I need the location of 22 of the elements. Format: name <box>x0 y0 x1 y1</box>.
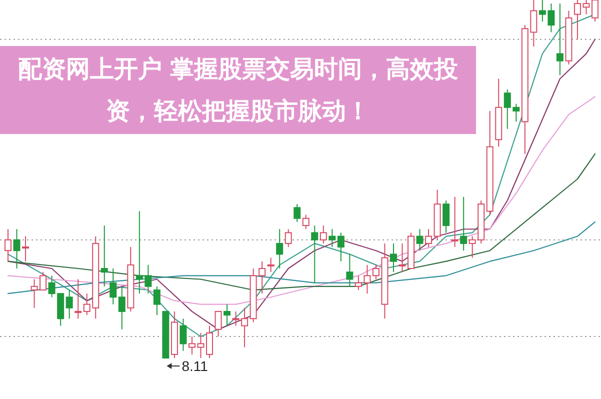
candlestick <box>416 228 424 252</box>
candlestick <box>337 232 344 262</box>
candlestick <box>276 228 284 269</box>
candlestick <box>66 289 73 320</box>
candlestick <box>110 268 117 305</box>
candlestick <box>328 228 336 248</box>
candlestick <box>224 304 231 326</box>
candlestick <box>486 110 494 216</box>
annotation: 8.11 <box>182 358 208 374</box>
candlestick <box>180 318 187 352</box>
candlestick <box>390 242 397 273</box>
candlestick <box>311 225 318 284</box>
text: 配资网上开户 掌握股票交易时间，高效投资，轻松把握股市脉动！ <box>16 54 460 127</box>
candlestick <box>556 3 564 76</box>
candlestick <box>118 286 126 330</box>
candlestick <box>4 228 12 262</box>
candlestick <box>495 78 502 148</box>
candlestick <box>346 254 354 287</box>
candlestick <box>100 225 108 287</box>
candlestick <box>460 196 468 252</box>
candlestick <box>13 228 20 269</box>
candlestick <box>22 236 30 262</box>
